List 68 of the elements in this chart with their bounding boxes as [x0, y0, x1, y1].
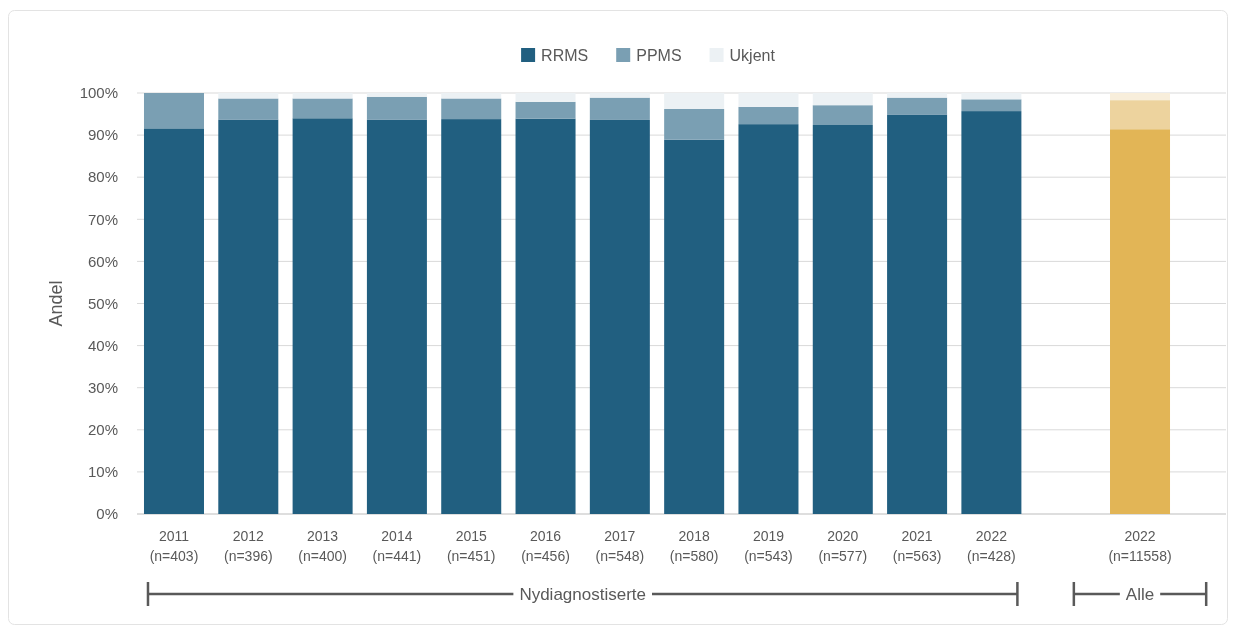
bar	[218, 119, 279, 514]
bar	[812, 125, 873, 514]
bar	[589, 119, 650, 514]
bar	[812, 93, 873, 106]
bar	[664, 93, 725, 109]
bar	[738, 106, 799, 125]
bar	[292, 93, 353, 99]
y-axis-title: Andel	[46, 280, 66, 327]
bar	[515, 101, 576, 119]
y-tick-label: 60%	[87, 252, 118, 270]
x-tick-label: 2017 (n=548)	[595, 528, 645, 564]
bar	[1110, 129, 1171, 514]
bar	[366, 96, 427, 120]
text: Alle	[1125, 584, 1155, 604]
bar	[292, 118, 353, 514]
x-tick-label: 2015 (n=451)	[446, 528, 496, 564]
x-tick-label: 2013 (n=400)	[298, 528, 347, 564]
bar	[143, 93, 204, 129]
bar	[441, 93, 502, 99]
x-tick-label: 2011 (n=403)	[149, 528, 199, 564]
bar	[515, 93, 576, 102]
y-tick-label: 20%	[87, 421, 118, 439]
bar	[961, 93, 1022, 100]
legend-label: Ukjent	[729, 46, 776, 64]
bar	[589, 97, 650, 120]
y-tick-label: 40%	[87, 336, 118, 354]
x-tick-label: 2020 (n=577)	[818, 528, 868, 564]
bar	[292, 98, 353, 119]
bar	[664, 109, 725, 140]
x-tick-label: 2022 (n=428)	[967, 528, 1016, 564]
bar	[441, 119, 502, 514]
bar	[143, 128, 204, 514]
bar	[961, 111, 1022, 514]
bar	[738, 93, 799, 107]
text: Nydiagnostiserte	[519, 584, 646, 604]
bar	[664, 139, 725, 514]
x-tick-label: 2018 (n=580)	[669, 528, 719, 564]
x-tick-label: 2012 (n=396)	[223, 528, 273, 564]
bar	[515, 118, 576, 514]
bar	[887, 97, 948, 115]
y-tick-label: 90%	[87, 126, 118, 144]
x-tick-label: 2014 (n=441)	[372, 528, 422, 564]
x-tick-label: 2016 (n=456)	[521, 528, 570, 564]
x-tick-label: 2021 (n=563)	[892, 528, 942, 564]
bar	[218, 98, 279, 120]
bar	[738, 124, 799, 514]
bar	[1110, 100, 1171, 130]
y-tick-label: 100%	[79, 84, 118, 102]
x-tick-label: 2022 (n=11558)	[1108, 528, 1172, 564]
bar	[441, 98, 502, 120]
y-tick-label: 80%	[87, 168, 118, 186]
bar	[887, 114, 948, 514]
y-tick-label: 70%	[87, 210, 118, 228]
y-tick-label: 50%	[87, 294, 118, 312]
legend-label: PPMS	[636, 46, 682, 64]
bar	[218, 93, 279, 99]
legend-label: RRMS	[541, 46, 589, 64]
y-tick-label: 30%	[87, 378, 118, 396]
bar	[1110, 93, 1171, 101]
bar	[589, 93, 650, 98]
bar	[812, 105, 873, 125]
y-tick-label: 0%	[96, 505, 118, 523]
bar	[366, 93, 427, 97]
bar	[366, 119, 427, 514]
x-tick-label: 2019 (n=543)	[744, 528, 793, 564]
bar	[961, 99, 1022, 112]
y-tick-label: 10%	[87, 463, 118, 481]
bar	[887, 93, 948, 98]
